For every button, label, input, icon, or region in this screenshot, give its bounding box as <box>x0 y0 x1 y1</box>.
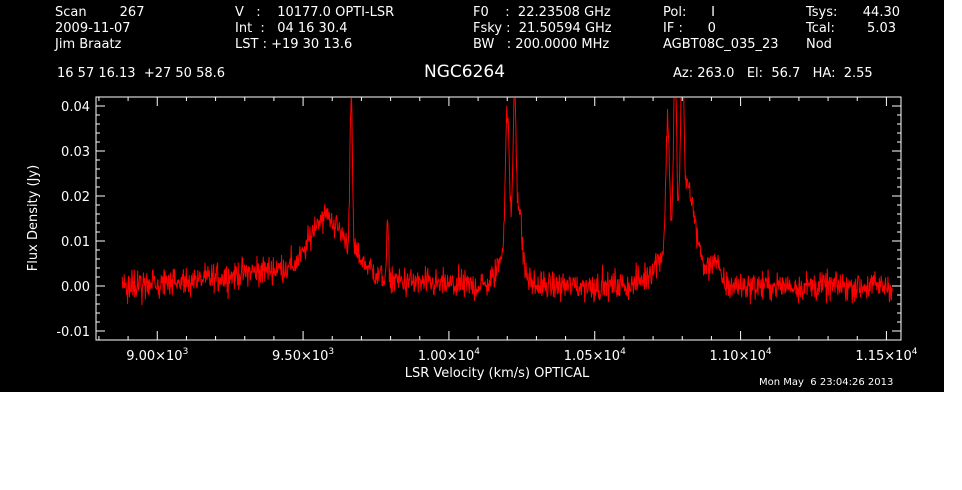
axis-ticks <box>96 96 901 341</box>
az-el-ha-label: Az: 263.0 El: 56.7 HA: 2.55 <box>673 66 873 81</box>
integration-label: Int : 04 16 30.4 <box>235 21 348 36</box>
nod-label: Nod <box>806 37 832 52</box>
lst-label: LST : +19 30 13.6 <box>235 37 353 52</box>
scan-label: Scan 267 <box>55 5 145 20</box>
date-label: 2009-11-07 <box>55 21 131 36</box>
spectrum-chart: 9.00×103 9.50×103 1.00×104 1.05×104 1.10×104… <box>26 96 918 381</box>
y-tick-label: 0.00 <box>61 280 90 295</box>
tsys-label: Tsys: <box>806 5 838 20</box>
x-tick-label: 9.50×103 <box>272 347 334 364</box>
x-tick-label: 1.05×104 <box>564 347 626 364</box>
timestamp-label: Mon May 6 23:04:26 2013 <box>759 377 894 388</box>
plot-panel: Scan 267 2009-11-07 Jim Braatz V : 10177… <box>0 0 944 392</box>
x-tick-label: 1.15×104 <box>855 347 917 364</box>
source-name: NGC6264 <box>424 62 506 82</box>
x-axis-title: LSR Velocity (km/s) OPTICAL <box>405 366 590 381</box>
project-label: AGBT08C_035_23 <box>663 37 779 52</box>
x-tick-label: 1.10×104 <box>710 347 772 364</box>
tcal-value: 5.03 <box>867 21 896 36</box>
rest-freq-label: F0 : 22.23508 GHz <box>473 5 611 20</box>
observer-label: Jim Braatz <box>55 37 122 52</box>
y-tick-label: 0.03 <box>61 145 90 160</box>
bandwidth-label: BW : 200.0000 MHz <box>473 37 610 52</box>
if-label: IF : 0 <box>663 21 716 36</box>
x-tick-label: 9.00×103 <box>126 347 188 364</box>
coordinates-label: 16 57 16.13 +27 50 58.6 <box>57 66 226 81</box>
tcal-label: Tcal: <box>806 21 835 36</box>
y-tick-label: 0.02 <box>61 190 90 205</box>
x-tick-label: 1.00×104 <box>418 347 480 364</box>
tsys-value: 44.30 <box>862 5 900 20</box>
velocity-label: V : 10177.0 OPTI-LSR <box>235 5 395 20</box>
axis-tick-labels: 9.00×103 9.50×103 1.00×104 1.05×104 1.10×104… <box>56 100 917 364</box>
y-tick-label: -0.01 <box>56 325 90 340</box>
pol-label: Pol: I <box>663 5 715 20</box>
plot-frame <box>95 96 902 341</box>
y-axis-title: Flux Density (Jy) <box>26 165 41 271</box>
y-tick-label: 0.04 <box>61 100 90 115</box>
y-tick-label: 0.01 <box>61 235 90 250</box>
flux-spectrum-series <box>121 98 893 306</box>
sky-freq-label: Fsky : 21.50594 GHz <box>473 21 612 36</box>
